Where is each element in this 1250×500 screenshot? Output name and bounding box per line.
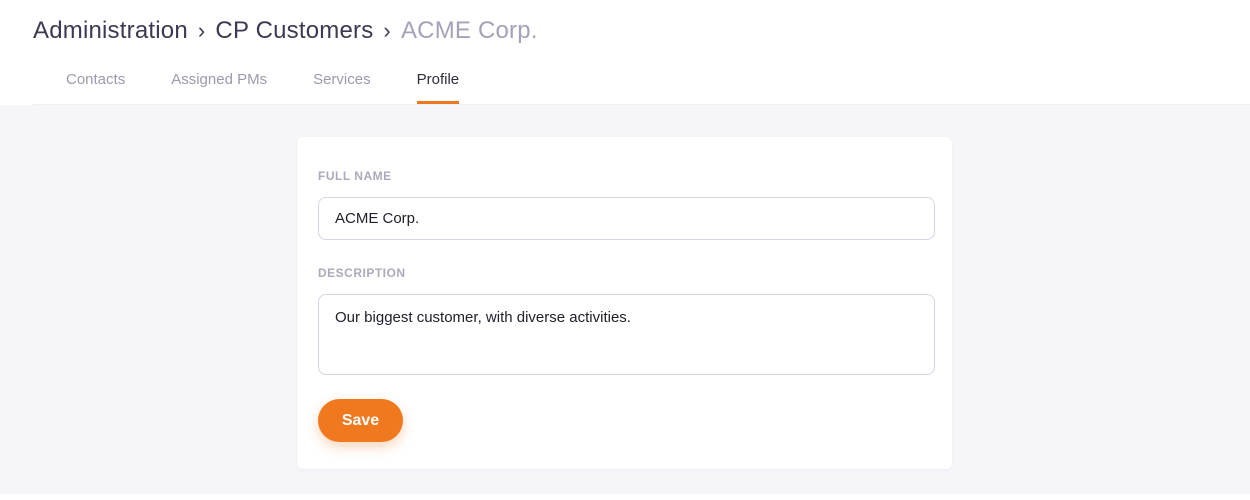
description-label: DESCRIPTION	[318, 266, 406, 280]
tab-profile[interactable]: Profile	[416, 71, 460, 104]
app-header: Administration › CP Customers › ACME Cor…	[0, 0, 1250, 105]
breadcrumb-separator-icon: ›	[197, 18, 206, 43]
description-textarea[interactable]: Our biggest customer, with diverse activ…	[318, 294, 935, 375]
tab-services[interactable]: Services	[313, 71, 371, 88]
full-name-input[interactable]	[318, 197, 935, 240]
tab-bar: Contacts Assigned PMs Services Profile	[33, 45, 1250, 105]
tab-assigned-pms[interactable]: Assigned PMs	[171, 71, 268, 88]
breadcrumb: Administration › CP Customers › ACME Cor…	[33, 17, 1250, 45]
breadcrumb-separator-icon: ›	[383, 18, 391, 43]
main-content: FULL NAME DESCRIPTION Our biggest custom…	[0, 105, 1250, 494]
profile-form-card: FULL NAME DESCRIPTION Our biggest custom…	[297, 137, 952, 469]
breadcrumb-item-administration[interactable]: Administration	[33, 17, 188, 44]
save-button[interactable]: Save	[318, 399, 403, 442]
full-name-label: FULL NAME	[318, 169, 392, 183]
breadcrumb-item-current-customer: ACME Corp.	[400, 17, 538, 44]
tab-contacts[interactable]: Contacts	[66, 71, 126, 88]
breadcrumb-item-cp-customers[interactable]: CP Customers	[215, 17, 374, 44]
